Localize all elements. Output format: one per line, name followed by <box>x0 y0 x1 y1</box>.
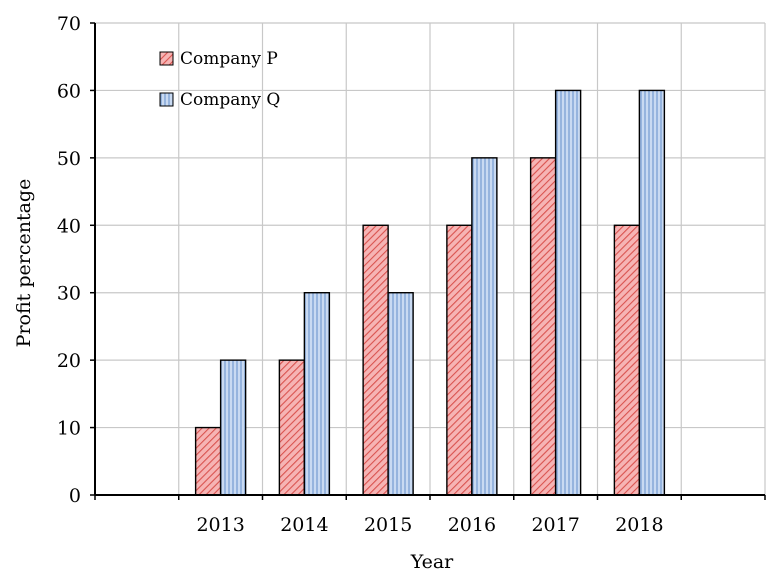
x-tick-label: 2018 <box>615 514 663 536</box>
grid-layer <box>95 22 766 495</box>
bar-company-q-2018 <box>638 89 666 496</box>
bar-company-q-2016 <box>471 157 498 496</box>
labels-layer: 0 10 20 30 40 50 60 70 2013 2014 2015 2016 2017 2018 <box>57 13 664 536</box>
axes-layer <box>90 22 766 500</box>
bar-company-p-2014 <box>278 359 306 496</box>
bar-company-p-2015 <box>362 224 389 496</box>
y-tick-label: 60 <box>57 80 81 102</box>
bars-layer <box>194 89 666 496</box>
x-tick-label: 2015 <box>364 514 412 536</box>
x-tick-label: 2017 <box>531 514 579 536</box>
legend-label-company-p: Company P <box>180 49 278 69</box>
y-tick-label: 40 <box>57 215 81 237</box>
bar-company-p-2013 <box>194 426 222 496</box>
bar-company-q-2013 <box>219 359 247 496</box>
x-tick-label: 2013 <box>196 514 244 536</box>
bar-company-q-2017 <box>554 89 582 496</box>
legend-swatch-company-p <box>159 51 174 66</box>
x-tick-label: 2016 <box>448 514 496 536</box>
y-tick-label: 10 <box>57 418 81 440</box>
x-axis-title: Year <box>410 551 454 571</box>
y-tick-label: 50 <box>57 148 81 170</box>
bar-company-p-2016 <box>446 224 473 496</box>
y-tick-label: 30 <box>57 283 81 305</box>
legend: Company P Company Q <box>159 49 280 110</box>
legend-swatch-company-q <box>159 92 174 107</box>
legend-label-company-q: Company Q <box>180 90 280 110</box>
y-tick-label: 0 <box>69 485 81 507</box>
y-tick-label: 70 <box>57 13 81 35</box>
bar-company-q-2014 <box>303 292 331 496</box>
bar-company-p-2018 <box>613 224 641 496</box>
y-tick-label: 20 <box>57 350 81 372</box>
bar-company-q-2015 <box>387 292 414 496</box>
bar-company-p-2017 <box>529 157 557 496</box>
y-axis-title: Profit percentage <box>13 179 35 348</box>
x-tick-label: 2014 <box>280 514 328 536</box>
